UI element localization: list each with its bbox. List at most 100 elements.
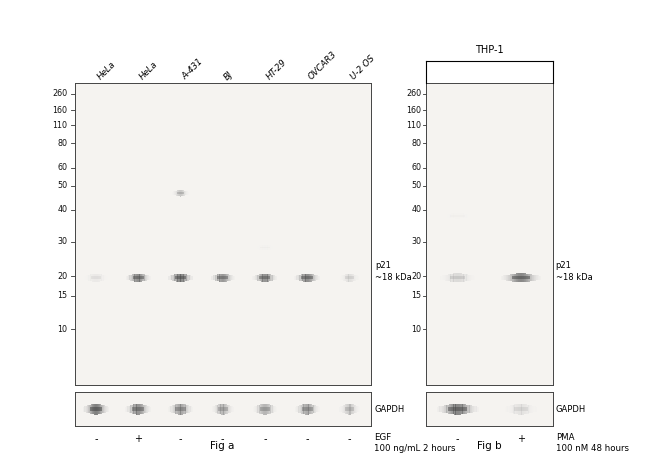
Text: 40: 40: [57, 205, 68, 214]
Bar: [462, 404, 463, 414]
Bar: [514, 274, 515, 282]
Bar: [451, 404, 452, 414]
Bar: [345, 276, 354, 279]
Bar: [463, 274, 464, 282]
Bar: [447, 275, 448, 281]
Text: 50: 50: [57, 181, 68, 190]
Bar: [472, 214, 473, 217]
Bar: [450, 215, 465, 217]
Text: -: -: [263, 434, 266, 444]
Bar: [450, 404, 451, 414]
Text: 30: 30: [57, 237, 68, 246]
Bar: [470, 405, 471, 413]
Bar: [175, 407, 186, 411]
Text: -: -: [306, 434, 309, 444]
Bar: [175, 276, 186, 279]
Text: 100 nM 48 hours: 100 nM 48 hours: [556, 444, 629, 453]
Bar: [459, 213, 460, 219]
Bar: [450, 274, 451, 282]
Text: Fig a: Fig a: [211, 441, 235, 451]
Bar: [475, 406, 476, 412]
Bar: [515, 273, 516, 282]
Text: 110: 110: [53, 121, 68, 130]
Bar: [454, 273, 455, 282]
Bar: [444, 275, 445, 280]
Bar: [458, 404, 459, 414]
Bar: [438, 407, 439, 412]
Bar: [512, 274, 513, 282]
Bar: [516, 273, 517, 282]
Bar: [454, 404, 455, 414]
Bar: [454, 273, 455, 282]
Bar: [471, 214, 472, 218]
Bar: [534, 275, 535, 281]
Bar: [523, 273, 524, 282]
Bar: [445, 214, 446, 218]
Bar: [527, 274, 528, 282]
Bar: [521, 273, 523, 282]
Text: 15: 15: [57, 291, 68, 301]
Text: 260: 260: [52, 89, 68, 98]
Bar: [442, 275, 443, 280]
Bar: [133, 276, 144, 279]
Bar: [528, 274, 529, 282]
Bar: [302, 276, 313, 279]
Bar: [536, 275, 537, 280]
Text: 160: 160: [406, 106, 421, 115]
Bar: [467, 405, 468, 414]
Bar: [466, 274, 467, 281]
Bar: [540, 276, 541, 280]
Bar: [451, 274, 452, 282]
Text: p21
~18 kDa: p21 ~18 kDa: [375, 261, 411, 282]
Bar: [302, 407, 313, 411]
Bar: [465, 213, 466, 218]
Bar: [513, 274, 514, 282]
Bar: [458, 213, 459, 219]
Bar: [465, 274, 466, 281]
Text: -: -: [456, 434, 459, 444]
Bar: [538, 276, 539, 280]
Bar: [507, 275, 508, 281]
Bar: [456, 404, 457, 414]
Bar: [442, 214, 443, 217]
Bar: [454, 213, 455, 219]
Bar: [454, 213, 455, 219]
Bar: [218, 407, 227, 411]
Bar: [448, 407, 467, 411]
Bar: [449, 404, 450, 414]
Bar: [473, 276, 474, 280]
Bar: [504, 275, 505, 280]
Bar: [471, 275, 472, 280]
Bar: [449, 274, 450, 281]
Bar: [512, 276, 530, 279]
Text: p21
~18 kDa: p21 ~18 kDa: [556, 261, 592, 282]
Bar: [437, 407, 438, 412]
Text: -: -: [94, 434, 98, 444]
Bar: [177, 192, 184, 195]
Text: 80: 80: [411, 139, 421, 148]
Bar: [441, 214, 442, 217]
Text: -: -: [348, 434, 351, 444]
Bar: [466, 214, 467, 218]
Bar: [466, 405, 467, 414]
Text: +: +: [517, 434, 525, 444]
Bar: [519, 273, 520, 282]
Bar: [514, 407, 528, 411]
Text: 15: 15: [411, 291, 421, 301]
Bar: [463, 404, 464, 414]
Bar: [469, 275, 470, 281]
Bar: [462, 213, 463, 219]
Bar: [537, 275, 538, 280]
Bar: [511, 274, 512, 281]
Text: 20: 20: [57, 272, 68, 281]
Text: 260: 260: [406, 89, 421, 98]
Bar: [444, 214, 445, 218]
Text: -: -: [221, 434, 224, 444]
Bar: [440, 276, 441, 280]
Bar: [502, 276, 503, 280]
Bar: [473, 276, 474, 280]
Bar: [450, 276, 465, 279]
Bar: [467, 214, 468, 218]
Bar: [460, 213, 462, 219]
Text: PMA: PMA: [556, 432, 574, 442]
